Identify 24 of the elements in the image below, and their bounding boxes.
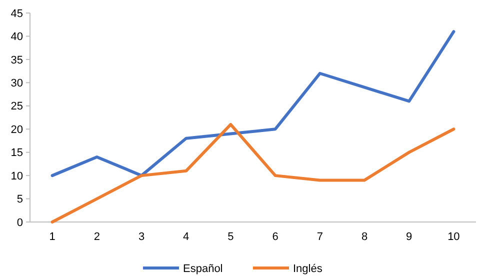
legend-label: Inglés bbox=[293, 262, 323, 275]
y-tick-label: 5 bbox=[16, 194, 23, 206]
x-tick-label: 4 bbox=[183, 231, 190, 243]
legend-label: Español bbox=[183, 262, 223, 275]
x-tick-label: 6 bbox=[272, 231, 278, 243]
y-tick-label: 20 bbox=[10, 124, 23, 136]
x-tick-label: 9 bbox=[406, 231, 412, 243]
y-tick-label: 35 bbox=[10, 54, 23, 66]
x-tick-label: 7 bbox=[316, 231, 323, 243]
y-tick-label: 45 bbox=[10, 8, 23, 20]
x-tick-label: 8 bbox=[361, 231, 368, 243]
y-tick-label: 40 bbox=[10, 31, 23, 44]
y-tick-label: 0 bbox=[16, 216, 23, 229]
y-tick-label: 25 bbox=[10, 100, 23, 113]
x-tick-label: 2 bbox=[94, 231, 100, 243]
y-tick-label: 30 bbox=[10, 78, 23, 90]
x-tick-label: 10 bbox=[448, 231, 460, 243]
line-series bbox=[50, 122, 456, 224]
line-series bbox=[50, 30, 456, 178]
x-tick-label: 1 bbox=[49, 231, 56, 243]
y-tick-label: 10 bbox=[10, 170, 23, 182]
y-tick-label: 15 bbox=[10, 147, 23, 160]
x-tick-label: 5 bbox=[228, 231, 234, 243]
x-tick-label: 3 bbox=[138, 231, 145, 243]
